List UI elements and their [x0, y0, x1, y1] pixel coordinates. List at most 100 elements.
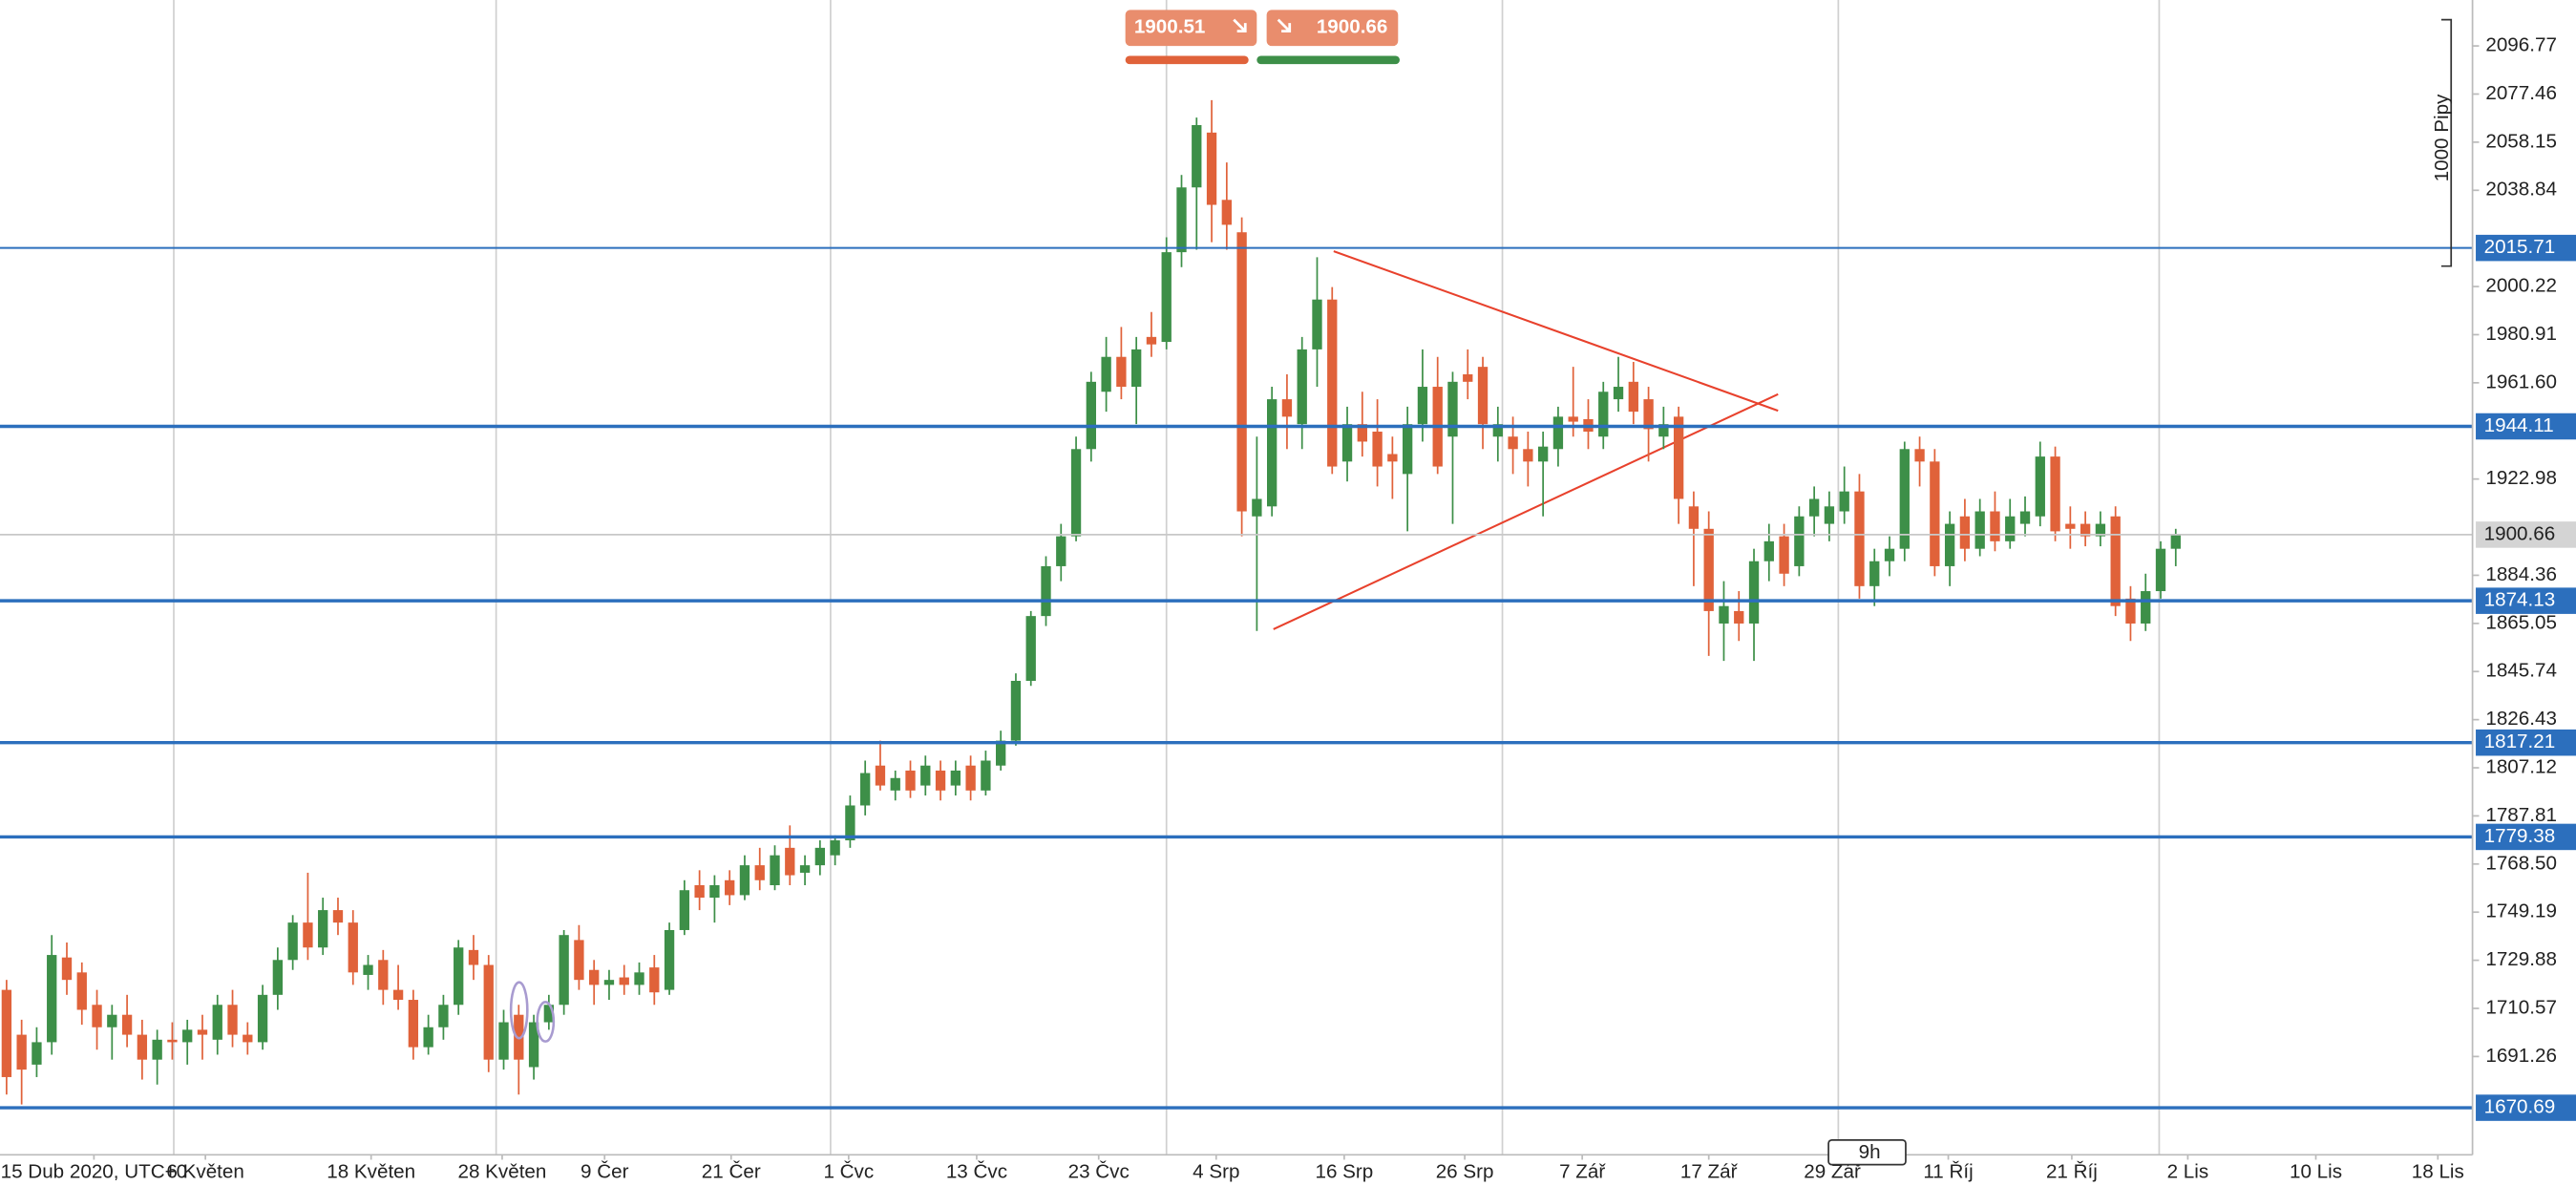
candle-body — [2080, 523, 2091, 537]
y-tick-label: 2077.46 — [2485, 82, 2557, 104]
candle-body — [1236, 232, 1247, 512]
sell-price[interactable]: 1900.51 — [1134, 16, 1206, 38]
candle-body — [2141, 591, 2151, 624]
candle-body — [814, 847, 826, 866]
y-tick-label: 1961.60 — [2485, 371, 2557, 392]
candle-body — [2110, 516, 2121, 606]
candle-body — [1492, 424, 1503, 437]
candle-body — [1281, 399, 1293, 417]
candle-body — [92, 1005, 102, 1027]
x-tick-label: 10 Lis — [2290, 1161, 2342, 1183]
candle-body — [2065, 523, 2076, 529]
candle-body — [1025, 616, 1036, 681]
level-box — [2476, 1094, 2576, 1121]
y-tick-label: 1980.91 — [2485, 323, 2557, 345]
timeframe-label[interactable]: 9h — [1859, 1141, 1881, 1163]
buy-price[interactable]: 1900.66 — [1317, 16, 1388, 38]
candle-body — [649, 967, 660, 993]
pips-label: 1000 Pipy — [2431, 94, 2453, 181]
candle-body — [1944, 523, 1955, 566]
y-tick-label: 1922.98 — [2485, 467, 2557, 489]
candle-body — [1658, 424, 1669, 437]
candle-body — [1824, 506, 1835, 524]
candle-body — [905, 770, 916, 791]
level-box — [2476, 823, 2576, 851]
candle-body — [1463, 373, 1473, 382]
candle-body — [1161, 252, 1172, 343]
candle-body — [1477, 367, 1489, 425]
candle-body — [589, 969, 600, 985]
x-tick-label: 21 Říj — [2046, 1161, 2098, 1183]
candle-body — [1447, 381, 1458, 437]
candle-body — [1041, 565, 1051, 617]
y-tick-label: 1787.81 — [2485, 804, 2557, 826]
level-box — [2476, 234, 2576, 262]
candle-body — [1010, 680, 1022, 741]
pips-bracket — [2440, 18, 2453, 267]
buy-box[interactable] — [1266, 10, 1399, 47]
candle-body — [1116, 356, 1127, 388]
candle-body — [2005, 516, 2016, 541]
candle-body — [1959, 516, 1971, 549]
candle-body — [137, 1034, 148, 1060]
candle-body — [2019, 511, 2031, 524]
current-price-box — [2476, 521, 2576, 548]
candle-body — [1070, 449, 1082, 537]
plot — [0, 99, 2473, 1110]
candle-body — [1884, 548, 1895, 561]
candle-body — [603, 980, 615, 985]
sell-button[interactable]: 1900.51 — [1125, 10, 1257, 47]
candle-body — [890, 777, 900, 791]
x-tick-label: 7 Zář — [1559, 1161, 1606, 1183]
y-tick-label: 1807.12 — [2485, 755, 2557, 777]
y-tick-label: 1768.50 — [2485, 852, 2557, 874]
x-tick-label: 28 Květen — [457, 1161, 546, 1183]
x-tick-label: 18 Lis — [2412, 1161, 2464, 1183]
candle-body — [1839, 491, 1849, 512]
level-box — [2476, 587, 2576, 614]
candle-body — [1854, 491, 1865, 586]
candle-body — [1643, 399, 1654, 430]
candle-body — [920, 765, 931, 786]
candle-body — [1763, 540, 1774, 561]
y-tick-label: 1845.74 — [2485, 660, 2557, 682]
buy-button[interactable]: 1900.66 — [1266, 10, 1399, 47]
x-tick-label: 29 Zář — [1804, 1161, 1862, 1183]
candle-body — [1146, 336, 1157, 345]
candle-body — [543, 1005, 555, 1023]
candle-body — [1748, 561, 1760, 624]
trend-line — [1333, 250, 1779, 413]
sell-box[interactable] — [1125, 10, 1257, 47]
candle-body — [574, 940, 584, 981]
candle-body — [1808, 498, 1820, 517]
candle-body — [1779, 536, 1789, 574]
candle-body — [799, 865, 811, 873]
candle-body — [152, 1039, 162, 1060]
candle-body — [950, 770, 961, 786]
candle-body — [47, 955, 57, 1043]
candle-body — [1341, 424, 1353, 462]
buy-bar — [1256, 55, 1401, 65]
sell-bar — [1125, 55, 1249, 65]
candle-body — [318, 910, 328, 948]
x-tick-label: 4 Srp — [1193, 1161, 1239, 1183]
candle-body — [785, 847, 795, 876]
candle-body — [965, 765, 976, 791]
candle-body — [1628, 381, 1638, 413]
candle-body — [1508, 436, 1518, 450]
candle-body — [1056, 536, 1066, 566]
timeframe-box[interactable] — [1827, 1138, 1907, 1166]
candle-body — [845, 805, 855, 841]
candle-body — [679, 890, 690, 930]
x-tick-label: 17 Zář — [1680, 1161, 1739, 1183]
candle-body — [619, 977, 629, 985]
candle-body — [528, 1022, 539, 1068]
candle-body — [1252, 498, 1262, 517]
candle-body — [197, 1029, 208, 1035]
candle-body — [378, 960, 389, 990]
candle-body — [1192, 125, 1202, 188]
candle-body — [2125, 598, 2136, 624]
candle-body — [2050, 456, 2060, 532]
candle-body — [1794, 516, 1805, 566]
